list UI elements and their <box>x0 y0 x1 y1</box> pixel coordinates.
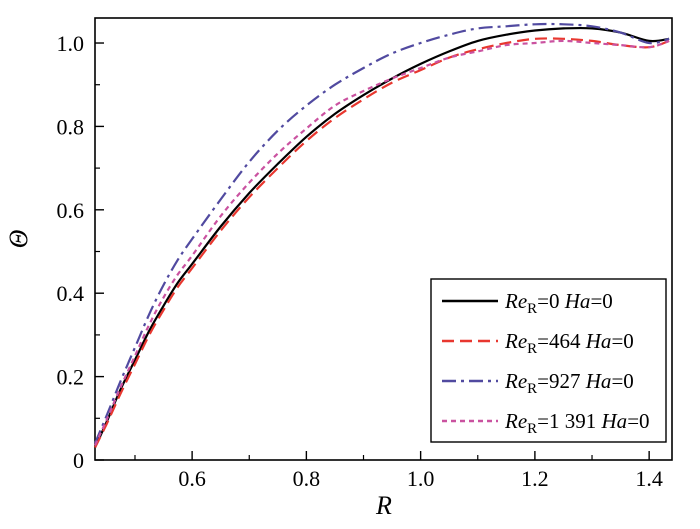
y-tick-label: 0.8 <box>57 114 85 139</box>
legend-entry-label-0: ReR=0 Ha=0 <box>504 289 613 317</box>
y-tick-label: 0.2 <box>57 365 85 390</box>
y-axis-label: Θ <box>4 229 33 248</box>
x-tick-label: 0.6 <box>178 466 206 491</box>
plot-area: 0.6 0.8 1.0 1.2 1.4 0 0.2 0.4 0.6 0.8 1.0 ReR=0 Ha=… <box>57 17 673 491</box>
legend-entry-label-3: ReR=1 391 Ha=0 <box>504 409 650 437</box>
legend-entry-label-1: ReR=464 Ha=0 <box>504 329 634 357</box>
x-tick-label: 1.4 <box>635 466 663 491</box>
y-tick-label: 1.0 <box>57 31 85 56</box>
x-axis-label: R <box>375 491 392 520</box>
x-tick-label: 1.2 <box>521 466 549 491</box>
y-tick-label: 0 <box>73 448 84 473</box>
series-line-1 <box>94 37 670 448</box>
legend-entry-label-2: ReR=927 Ha=0 <box>504 369 634 397</box>
plot-frame <box>94 17 673 461</box>
x-tick-label: 0.8 <box>293 466 321 491</box>
series-line-2 <box>93 22 670 444</box>
legend-box <box>430 278 667 443</box>
y-tick-label: 0.4 <box>57 281 85 306</box>
series-line-3 <box>93 39 670 446</box>
x-tick-label: 1.0 <box>407 466 435 491</box>
series-line-0 <box>93 26 670 448</box>
y-tick-label: 0.6 <box>57 198 85 223</box>
